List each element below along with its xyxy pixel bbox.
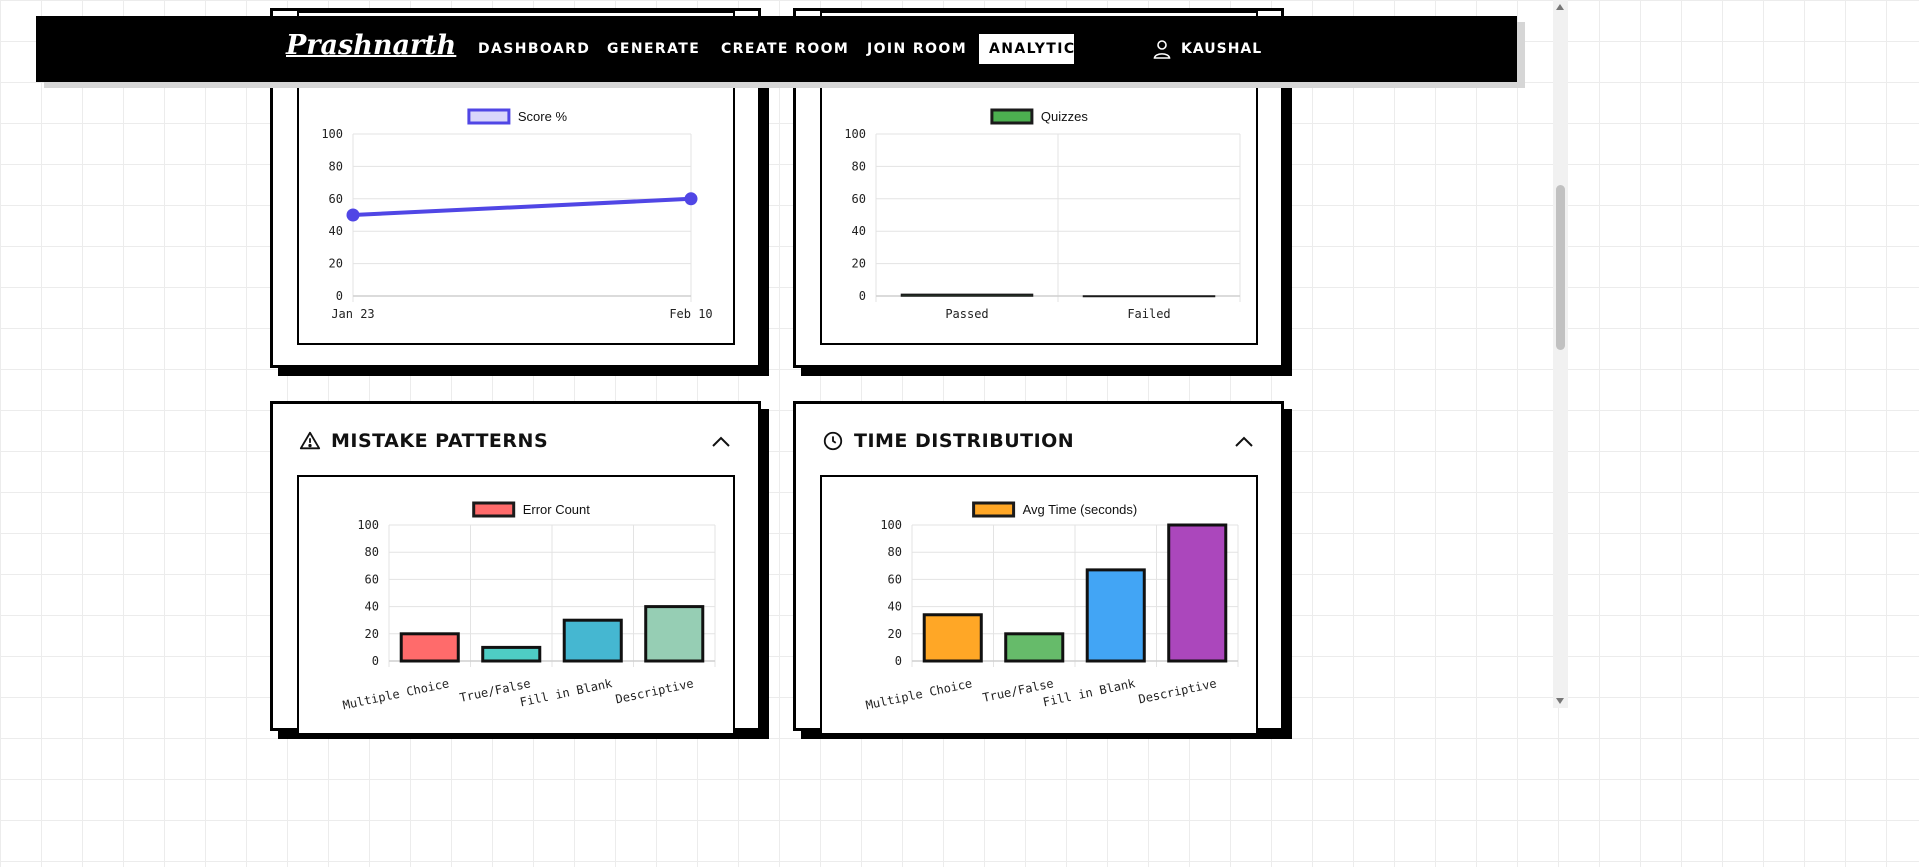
y-tick-label: 100 xyxy=(321,127,343,141)
nav-create-room[interactable]: CREATE ROOM xyxy=(721,41,850,57)
legend-label: Avg Time (seconds) xyxy=(1023,502,1138,517)
user-name: KAUSHAL xyxy=(1181,41,1263,57)
chart-legend: Quizzes xyxy=(990,108,1088,125)
time-collapse-button[interactable] xyxy=(1233,434,1255,450)
y-tick-label: 100 xyxy=(357,518,379,532)
x-tick-label: Fill in Blank xyxy=(519,676,615,709)
x-tick-label: Descriptive xyxy=(1137,676,1218,706)
y-tick-label: 40 xyxy=(329,224,343,238)
mistake-collapse-button[interactable] xyxy=(710,434,732,450)
time-bar xyxy=(1085,568,1146,663)
y-tick-label: 0 xyxy=(859,289,866,303)
top-navbar: Prashnarth DASHBOARD GENERATE CREATE ROO… xyxy=(36,16,1517,82)
time-bar-chart: Avg Time (seconds) 0 20 40 60 80 100 Multiple C… xyxy=(864,501,1239,712)
legend-label: Quizzes xyxy=(1041,109,1088,124)
x-tick-label: Multiple Choice xyxy=(341,676,450,712)
nav-analytics[interactable]: ANALYTICS xyxy=(979,34,1086,64)
y-tick-label: 100 xyxy=(844,127,866,141)
y-tick-label: 80 xyxy=(852,159,866,173)
time-distribution-card: TIME DISTRIBUTION Avg Time (seconds) 0 20 4… xyxy=(793,401,1284,735)
brand-logo[interactable]: Prashnarth xyxy=(286,30,457,61)
alert-triangle-icon xyxy=(299,431,321,450)
legend-swatch xyxy=(990,108,1034,125)
score-point xyxy=(346,208,360,222)
user-icon xyxy=(1153,40,1171,59)
mistake-patterns-card: MISTAKE PATTERNS Error Count 0 20 40 60 80 100… xyxy=(270,401,761,735)
x-tick-label: Feb 10 xyxy=(669,307,712,321)
scroll-up-arrow[interactable] xyxy=(1556,4,1564,10)
x-tick-label: Failed xyxy=(1127,307,1170,321)
chart-legend: Avg Time (seconds) xyxy=(972,501,1138,518)
page-scrollbar[interactable] xyxy=(1553,0,1568,708)
mistakes-bar xyxy=(644,605,705,663)
y-tick-label: 20 xyxy=(365,627,379,641)
y-tick-label: 100 xyxy=(880,518,902,532)
y-tick-label: 0 xyxy=(336,289,343,303)
time-distribution-label: TIME DISTRIBUTION xyxy=(854,430,1075,452)
time-bar xyxy=(1004,632,1065,663)
y-tick-label: 60 xyxy=(365,572,379,586)
legend-label: Error Count xyxy=(523,502,591,517)
y-tick-label: 60 xyxy=(852,192,866,206)
x-tick-label: Jan 23 xyxy=(331,307,374,321)
time-distribution-title: TIME DISTRIBUTION xyxy=(822,430,1074,452)
y-tick-label: 40 xyxy=(888,600,902,614)
scroll-down-arrow[interactable] xyxy=(1556,698,1564,704)
score-line xyxy=(352,196,692,217)
x-tick-label: Fill in Blank xyxy=(1042,676,1138,709)
nav-generate[interactable]: GENERATE xyxy=(607,41,701,57)
score-line-chart: Score % 0 20 40 60 80 100 Jan 23 Feb 10 xyxy=(321,108,713,321)
clock-icon xyxy=(823,431,843,451)
y-tick-label: 80 xyxy=(329,159,343,173)
quiz-bar xyxy=(1082,295,1216,298)
y-tick-label: 20 xyxy=(329,257,343,271)
y-tick-label: 40 xyxy=(852,224,866,238)
legend-label: Score % xyxy=(518,109,568,124)
scroll-thumb[interactable] xyxy=(1556,185,1565,350)
nav-join-room[interactable]: JOIN ROOM xyxy=(867,41,968,57)
mistakes-bar xyxy=(562,618,623,663)
y-tick-label: 80 xyxy=(888,545,902,559)
x-tick-label: Passed xyxy=(945,307,988,321)
y-tick-label: 20 xyxy=(888,627,902,641)
quiz-bar xyxy=(900,293,1034,297)
mistake-patterns-label: MISTAKE PATTERNS xyxy=(331,430,549,452)
legend-swatch xyxy=(467,108,511,125)
y-tick-label: 80 xyxy=(365,545,379,559)
y-tick-label: 40 xyxy=(365,600,379,614)
score-point xyxy=(684,192,698,206)
y-tick-label: 0 xyxy=(895,654,902,668)
quiz-bar-chart: Quizzes 0 20 40 60 80 100 Passed Failed xyxy=(844,108,1241,321)
legend-swatch xyxy=(472,501,516,518)
chart-legend: Score % xyxy=(467,108,568,125)
x-tick-label: Descriptive xyxy=(614,676,695,706)
time-chart-box: Avg Time (seconds) 0 20 40 60 80 100 Multiple C… xyxy=(820,475,1258,735)
mistakes-bar xyxy=(481,645,542,663)
mistake-chart-box: Error Count 0 20 40 60 80 100 Multiple Choice Tr… xyxy=(297,475,735,735)
x-tick-label: Multiple Choice xyxy=(864,676,973,712)
nav-dashboard[interactable]: DASHBOARD xyxy=(478,41,591,57)
y-tick-label: 60 xyxy=(888,572,902,586)
mistake-patterns-title: MISTAKE PATTERNS xyxy=(299,430,548,452)
time-bar xyxy=(922,613,983,663)
y-tick-label: 20 xyxy=(852,257,866,271)
mistakes-bar xyxy=(399,632,460,663)
user-menu[interactable]: KAUSHAL xyxy=(1153,34,1262,64)
time-bar xyxy=(1167,523,1228,663)
y-tick-label: 0 xyxy=(372,654,379,668)
y-tick-label: 60 xyxy=(329,192,343,206)
legend-swatch xyxy=(972,501,1016,518)
chart-legend: Error Count xyxy=(472,501,591,518)
